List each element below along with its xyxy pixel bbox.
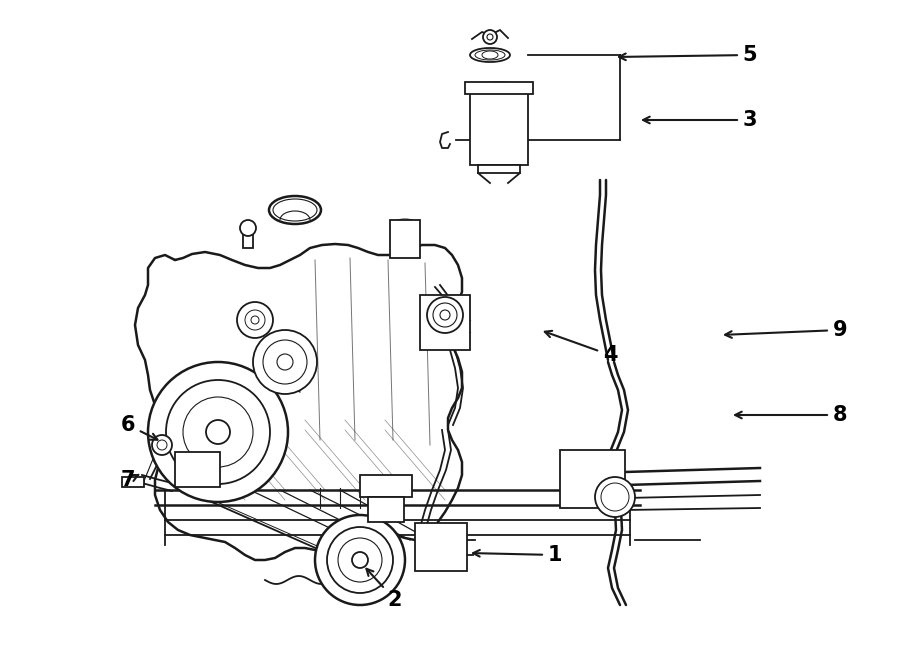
Circle shape <box>152 435 172 455</box>
Bar <box>122 477 144 487</box>
Circle shape <box>251 316 259 324</box>
Circle shape <box>263 340 307 384</box>
Text: 9: 9 <box>725 320 847 340</box>
Text: 4: 4 <box>544 330 617 365</box>
Circle shape <box>338 538 382 582</box>
Bar <box>368 497 404 522</box>
Circle shape <box>315 515 405 605</box>
Bar <box>175 452 220 487</box>
Circle shape <box>206 420 230 444</box>
Circle shape <box>166 380 270 484</box>
Bar <box>243 228 253 248</box>
Bar <box>470 90 528 165</box>
Circle shape <box>245 310 265 330</box>
Circle shape <box>277 354 293 370</box>
Circle shape <box>483 30 497 44</box>
Circle shape <box>352 552 368 568</box>
Circle shape <box>253 330 317 394</box>
Circle shape <box>148 362 288 502</box>
Bar <box>478 165 520 173</box>
Text: 5: 5 <box>619 45 757 65</box>
Circle shape <box>327 527 393 593</box>
Bar <box>560 450 625 508</box>
Circle shape <box>440 310 450 320</box>
Bar <box>360 475 412 497</box>
Text: 6: 6 <box>121 415 158 440</box>
Circle shape <box>487 34 493 40</box>
Circle shape <box>595 477 635 517</box>
Text: 2: 2 <box>366 568 402 610</box>
Text: 3: 3 <box>644 110 757 130</box>
Bar <box>390 220 420 258</box>
Circle shape <box>601 483 629 511</box>
Text: 1: 1 <box>473 545 562 565</box>
Circle shape <box>237 302 273 338</box>
Circle shape <box>183 397 253 467</box>
Text: 8: 8 <box>735 405 847 425</box>
Bar <box>415 523 467 571</box>
Bar <box>420 295 470 350</box>
Circle shape <box>433 303 457 327</box>
Text: 7: 7 <box>121 470 139 490</box>
Circle shape <box>427 297 463 333</box>
Bar <box>465 82 533 94</box>
Circle shape <box>240 220 256 236</box>
Circle shape <box>157 440 167 450</box>
